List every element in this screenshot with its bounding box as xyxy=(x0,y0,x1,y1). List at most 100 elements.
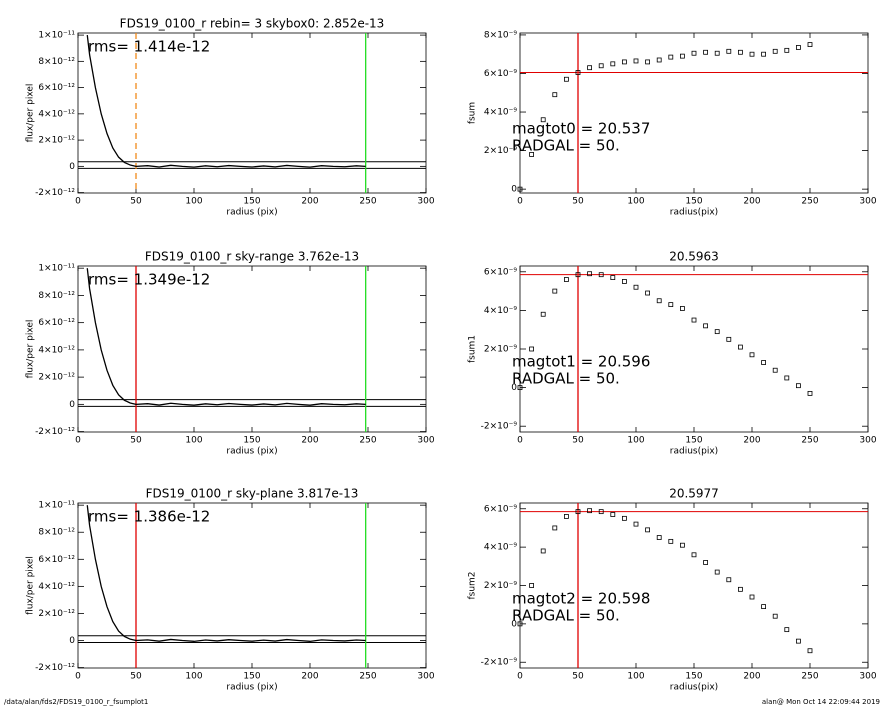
y-axis-label: fsum1 xyxy=(468,335,478,363)
point xyxy=(784,375,790,381)
point xyxy=(656,298,662,304)
point xyxy=(552,288,558,294)
point xyxy=(633,284,639,290)
rms-annotation: rms= 1.349e-12 xyxy=(88,271,210,289)
y-tick-label: 0 xyxy=(511,383,517,393)
x-axis-label: radius(pix) xyxy=(670,447,718,457)
x-tick-label: 100 xyxy=(185,672,202,682)
x-tick-label: 150 xyxy=(685,197,702,207)
x-tick-label: 50 xyxy=(130,436,142,446)
y-tick-label: 8×10⁻¹² xyxy=(38,57,75,67)
point xyxy=(761,360,766,365)
point xyxy=(761,604,766,610)
point xyxy=(610,512,616,517)
point xyxy=(656,57,662,63)
profile-line xyxy=(86,505,366,642)
x-tick-label: 300 xyxy=(859,197,876,207)
y-tick-label: 0 xyxy=(511,619,517,629)
point xyxy=(691,317,697,323)
point xyxy=(749,352,755,358)
point xyxy=(749,594,755,600)
point xyxy=(529,346,534,352)
point xyxy=(796,383,801,389)
point xyxy=(645,527,650,533)
x-tick-label: 200 xyxy=(743,436,760,446)
point xyxy=(587,65,592,71)
point xyxy=(738,49,743,55)
point xyxy=(726,336,732,342)
point xyxy=(691,50,697,56)
point xyxy=(726,48,732,54)
x-tick-label: 200 xyxy=(301,436,318,446)
x-tick-label: 200 xyxy=(301,197,318,207)
x-tick-label: 150 xyxy=(685,436,702,446)
y-tick-label: 2×10⁻⁹ xyxy=(484,581,517,591)
y-tick-label: 4×10⁻⁹ xyxy=(484,543,517,553)
point xyxy=(564,277,569,282)
point xyxy=(587,271,592,277)
y-tick-label: 0 xyxy=(69,636,75,646)
point xyxy=(529,583,534,588)
x-tick-label: 300 xyxy=(859,672,876,682)
point xyxy=(575,70,581,75)
x-tick-label: 250 xyxy=(801,436,818,446)
x-tick-label: 100 xyxy=(627,672,644,682)
x-tick-label: 100 xyxy=(185,197,202,207)
point xyxy=(807,42,813,47)
x-tick-label: 50 xyxy=(572,197,584,207)
point xyxy=(552,525,558,531)
point xyxy=(587,508,592,514)
point xyxy=(517,186,523,192)
x-tick-label: 300 xyxy=(417,197,434,207)
x-tick-label: 0 xyxy=(75,672,81,682)
point xyxy=(714,569,720,575)
y-tick-label: -2×10⁻¹² xyxy=(35,427,75,437)
point xyxy=(714,50,720,56)
x-tick-label: 50 xyxy=(572,672,584,682)
point xyxy=(784,627,790,633)
point xyxy=(668,54,674,60)
point xyxy=(633,521,639,527)
point xyxy=(691,552,697,558)
x-tick-label: 100 xyxy=(185,436,202,446)
y-tick-label: 8×10⁻¹² xyxy=(38,528,75,538)
magnitude-annotation: RADGAL = 50. xyxy=(512,137,620,155)
x-axis-label: radius (pix) xyxy=(226,447,277,457)
x-tick-label: 200 xyxy=(743,672,760,682)
chart-title: 20.5977 xyxy=(669,487,719,501)
point xyxy=(529,152,534,157)
point xyxy=(540,548,546,554)
x-tick-label: 300 xyxy=(417,672,434,682)
y-axis-label: fsum xyxy=(468,102,478,124)
x-tick-label: 0 xyxy=(75,197,81,207)
x-tick-label: 150 xyxy=(243,197,260,207)
point xyxy=(796,638,801,644)
x-tick-label: 250 xyxy=(801,197,818,207)
y-tick-label: 1×10⁻¹¹ xyxy=(38,31,75,41)
x-tick-label: 100 xyxy=(627,197,644,207)
x-tick-label: 150 xyxy=(243,436,260,446)
y-tick-label: 8×10⁻¹² xyxy=(38,291,75,301)
y-tick-label: -2×10⁻¹² xyxy=(35,663,75,673)
y-tick-label: 2×10⁻⁹ xyxy=(484,146,517,156)
y-tick-label: 0 xyxy=(69,400,75,410)
x-axis-label: radius(pix) xyxy=(670,208,718,218)
point xyxy=(633,58,639,64)
point xyxy=(772,613,778,619)
x-tick-label: 0 xyxy=(517,672,523,682)
magnitude-annotation: magtot0 = 20.537 xyxy=(512,120,650,138)
point xyxy=(540,311,546,317)
y-tick-label: 0 xyxy=(69,162,75,172)
point xyxy=(680,53,685,59)
x-axis-label: radius (pix) xyxy=(226,208,277,218)
point xyxy=(703,323,708,329)
chart-title: FDS19_0100_r sky-plane 3.817e-13 xyxy=(146,487,359,501)
x-axis-label: radius(pix) xyxy=(670,683,718,693)
rms-annotation: rms= 1.414e-12 xyxy=(88,38,210,56)
y-tick-label: 2×10⁻¹² xyxy=(38,136,75,146)
x-tick-label: 100 xyxy=(627,436,644,446)
point xyxy=(714,329,720,335)
y-tick-label: 2×10⁻⁹ xyxy=(484,345,517,355)
point xyxy=(738,344,743,350)
point xyxy=(726,577,732,583)
